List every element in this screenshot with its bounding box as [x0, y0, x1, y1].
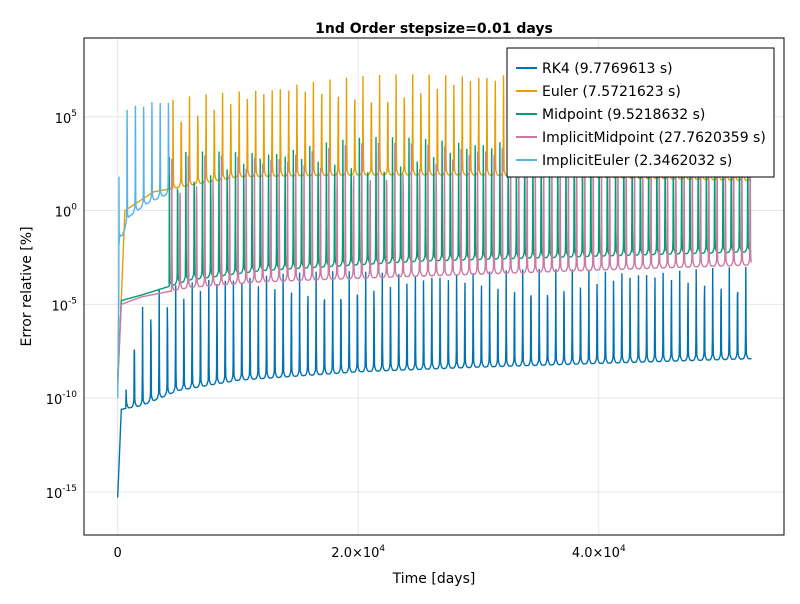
x-tick-label: 2.0×104 — [331, 544, 385, 561]
legend-entry: Euler (7.5721623 s) — [542, 84, 681, 100]
legend-entry: RK4 (9.7769613 s) — [542, 61, 673, 77]
y-tick-label: 10-10 — [46, 390, 78, 408]
series-line — [117, 266, 752, 498]
y-axis-label: Error relative [%] — [19, 226, 35, 346]
legend: RK4 (9.7769613 s) Euler (7.5721623 s) Midp… — [506, 47, 775, 178]
series-line — [117, 101, 170, 399]
x-axis-label: Time [days] — [392, 571, 476, 587]
y-tick-label: 105 — [55, 109, 77, 127]
y-tick-label: 100 — [55, 203, 78, 221]
plot-frame — [83, 37, 785, 536]
legend-entry: ImplicitMidpoint (27.7620359 s) — [542, 130, 766, 146]
y-tick-label: 10-15 — [46, 484, 77, 502]
legend-entry: ImplicitEuler (2.3462032 s) — [542, 153, 732, 169]
x-tick-label: 4.0×104 — [572, 544, 626, 561]
series-line — [117, 139, 753, 380]
axis-ticks: 0 2.0×104 4.0×104 105 100 10-5 10-10 10-15 — [46, 109, 626, 561]
y-tick-label: 10-5 — [51, 296, 77, 314]
legend-box — [506, 47, 775, 178]
series-line — [117, 134, 752, 380]
x-tick-label: 0 — [114, 546, 122, 561]
legend-entry: Midpoint (9.5218632 s) — [542, 107, 705, 123]
chart-title: 1nd Order stepsize=0.01 days — [315, 21, 553, 37]
